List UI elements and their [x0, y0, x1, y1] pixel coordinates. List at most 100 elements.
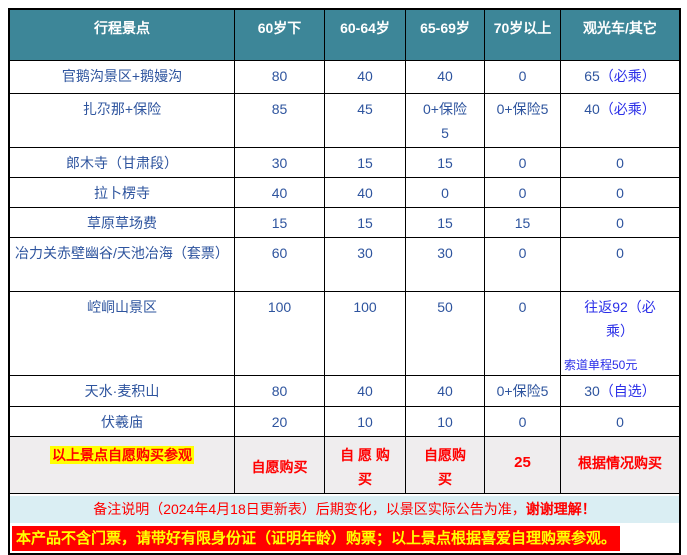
table-cell: 0+保险5 [484, 94, 560, 147]
table-cell: 40 [324, 376, 405, 406]
cell-text: 40 [271, 185, 288, 201]
row-label: 拉卜楞寺 [94, 185, 150, 201]
cell-text: 0 [518, 155, 527, 171]
cell-text: 30 [437, 245, 453, 261]
table-row: 冶力关赤壁幽谷/天池冶海（套票） 60 30 30 0 0 [10, 237, 679, 291]
cell-text: 0 [616, 155, 624, 171]
table-cell: 40 [324, 178, 405, 207]
cell-text: 索道单程50元 [564, 358, 638, 372]
voluntary-cell: 根据情况购买 [560, 437, 679, 493]
table-cell: 100 [324, 292, 405, 375]
table-cell: 15 [324, 208, 405, 237]
table-row: 伏羲庙 20 10 10 0 0 [10, 406, 679, 436]
cell-text: 0+保险5 [496, 383, 549, 399]
table-cell: 30 [324, 238, 405, 291]
column-header-3: 65-69岁 [405, 10, 484, 60]
remark-note-text: 备注说明（2024年4月18日更新表）后期变化，以景区实际公告为准， [93, 501, 526, 517]
table-cell: 0 [560, 407, 679, 436]
table-row: 官鹅沟景区+鹅嫚沟 80 40 40 0 65（必乘） [10, 60, 679, 93]
cell-text: 往返92（必 乘） [584, 299, 656, 339]
row-label: 扎尕那+保险 [82, 101, 162, 117]
table-cell: 30（自选） [560, 376, 679, 406]
cell-text: 0 [518, 299, 527, 315]
table-cell: 0 [484, 61, 560, 93]
cell-text: 0 [616, 215, 624, 231]
cell-text: 30 [357, 245, 373, 261]
cell-text: 0 [518, 245, 527, 261]
table-cell: 0 [484, 178, 560, 207]
cell-text: 0 [616, 185, 624, 201]
table-cell: 40 [405, 376, 484, 406]
table-cell: 0 [405, 178, 484, 207]
table-row: 郎木寺（甘肃段） 30 15 15 0 0 [10, 147, 679, 177]
voluntary-cell: 自 愿 购 买 [324, 437, 405, 493]
table-cell: 40 [234, 178, 324, 207]
table-cell: 15 [405, 208, 484, 237]
cell-text: 85 [271, 101, 288, 117]
table-cell: 0 [560, 148, 679, 177]
table-cell: 40 [324, 61, 405, 93]
highlighted-label: 以上景点自愿购买参观 [50, 446, 194, 464]
cell-text: 80 [271, 68, 288, 84]
table-cell: 0+保险5 [484, 376, 560, 406]
voluntary-cell: 25 [484, 437, 560, 493]
price-table: 行程景点 60岁下 60-64岁 65-69岁 70岁以上 观光车/其它官鹅沟景区+鹅嫚沟… [8, 8, 681, 555]
row-label: 崆峒山景区 [87, 299, 157, 315]
warning-note-row: 本产品不含门票，请带好有限身份证（证明年龄）购票；以上景点根据喜爱自理购票参观。 [10, 526, 679, 551]
table-cell: 0 [560, 208, 679, 237]
cell-text: 0+保险 5 [423, 101, 467, 141]
row-label: 冶力关赤壁幽谷/天池冶海（套票） [15, 245, 229, 261]
voluntary-cell: 自愿购 买 [405, 437, 484, 493]
cell-text: 0 [518, 185, 527, 201]
cell-text: 30 [584, 383, 600, 399]
table-row: 拉卜楞寺 40 40 0 0 0 [10, 177, 679, 207]
cell-text: （必乘） [599, 101, 656, 117]
column-header-4: 70岁以上 [484, 10, 560, 60]
table-cell: 40（必乘） [560, 94, 679, 147]
cell-text: 100 [267, 299, 292, 315]
cell-text: 0+保险5 [496, 101, 549, 117]
table-cell: 0 [560, 238, 679, 291]
cell-text: 0 [616, 245, 624, 261]
cell-text: 0 [518, 68, 527, 84]
row-label: 官鹅沟景区+鹅嫚沟 [61, 68, 183, 84]
table-cell: 0+保险 5 [405, 94, 484, 147]
cell-text: 40 [584, 101, 600, 117]
cell-text: 10 [437, 414, 453, 430]
voluntary-purchase-row: 以上景点自愿购买参观 自愿购买自 愿 购 买自愿购 买 25 根据情况购买 [10, 436, 679, 494]
cell-text: 15 [357, 215, 373, 231]
column-header-5: 观光车/其它 [560, 10, 679, 60]
table-cell: 0 [484, 292, 560, 375]
table-cell: 80 [234, 61, 324, 93]
warning-note-text: 本产品不含门票，请带好有限身份证（证明年龄）购票；以上景点根据喜爱自理购票参观。 [12, 526, 621, 551]
cell-text: 0 [518, 414, 527, 430]
cell-text: 40 [357, 68, 373, 84]
table-cell: 100 [234, 292, 324, 375]
table-cell: 65（必乘） [560, 61, 679, 93]
cell-text: 45 [357, 101, 373, 117]
column-header-0: 行程景点 [94, 20, 150, 36]
table-cell: 0 [484, 148, 560, 177]
cell-text: 40 [357, 185, 373, 201]
column-header-2: 60-64岁 [324, 10, 405, 60]
cell-text: 0 [616, 414, 624, 430]
cell-text: 20 [271, 414, 288, 430]
table-cell: 0 [560, 178, 679, 207]
cell-text: 40 [357, 383, 373, 399]
table-row: 崆峒山景区 100 100 50 0 往返92（必 乘） 索道单程50元 [10, 291, 679, 375]
table-cell: 50 [405, 292, 484, 375]
price-table-grid: 行程景点 60岁下 60-64岁 65-69岁 70岁以上 观光车/其它官鹅沟景区+鹅嫚沟… [10, 10, 679, 494]
column-header-1: 60岁下 [234, 10, 324, 60]
row-label: 草原草场费 [87, 215, 157, 231]
table-cell: 80 [234, 376, 324, 406]
voluntary-row-label: 以上景点自愿购买参观 [10, 437, 234, 493]
cell-text: 0 [441, 185, 449, 201]
remark-note-bold-text: 谢谢理解！ [525, 501, 596, 517]
row-label: 伏羲庙 [101, 414, 143, 430]
cell-text: 80 [271, 383, 288, 399]
cell-text: 30 [271, 155, 288, 171]
table-row: 草原草场费 15 15 15 15 0 [10, 207, 679, 237]
table-row: 扎尕那+保险 85 45 0+保险 5 0+保险5 40（必乘） [10, 93, 679, 147]
cell-text: 50 [437, 299, 453, 315]
table-cell: 10 [324, 407, 405, 436]
